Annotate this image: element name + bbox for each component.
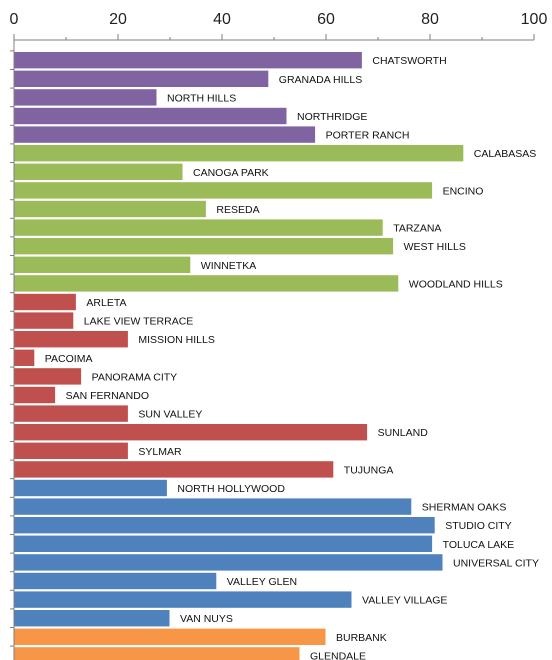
bar xyxy=(13,51,363,70)
bar xyxy=(13,367,83,386)
bar xyxy=(13,144,465,163)
x-tick-label: 80 xyxy=(421,11,439,28)
bar-label: RESEDA xyxy=(216,204,259,216)
bar xyxy=(13,69,270,88)
bar-label: NORTH HOLLYWOOD xyxy=(177,483,285,495)
bar xyxy=(13,516,436,535)
y-axis xyxy=(10,40,15,660)
bar-label: LAKE VIEW TERRACE xyxy=(84,316,194,328)
bar-label: STUDIO CITY xyxy=(445,520,512,532)
bar xyxy=(13,88,158,107)
x-tick-label: 20 xyxy=(109,11,127,28)
bar xyxy=(13,609,171,628)
bar xyxy=(13,553,444,572)
bar xyxy=(13,162,184,182)
bar-label: TOLUCA LAKE xyxy=(443,539,515,551)
bar xyxy=(13,460,335,479)
bar-label: GRANADA HILLS xyxy=(279,74,362,86)
bar xyxy=(13,330,129,349)
bar-label: SAN FERNANDO xyxy=(66,390,149,402)
bar-label: ARLETA xyxy=(86,297,126,309)
bar-label: UNIVERSAL CITY xyxy=(453,557,539,569)
bar xyxy=(13,274,400,293)
bar-label: PORTER RANCH xyxy=(326,130,410,142)
bar xyxy=(13,348,36,368)
bar-label: WEST HILLS xyxy=(404,241,466,253)
bar xyxy=(13,385,57,405)
bar-label: CALABASAS xyxy=(474,148,536,160)
bar-label: SHERMAN OAKS xyxy=(422,502,507,514)
x-tick-label: 100 xyxy=(521,11,548,28)
bar xyxy=(13,292,77,312)
x-tick-label: 40 xyxy=(213,11,231,28)
bar xyxy=(13,237,395,256)
bar-label: WOODLAND HILLS xyxy=(409,278,503,290)
bar xyxy=(13,646,301,660)
bar xyxy=(13,218,384,237)
x-axis: 0 20 40 60 80 100 xyxy=(10,11,548,41)
bar xyxy=(13,571,218,591)
bar xyxy=(13,534,434,553)
bar-label: BURBANK xyxy=(336,632,387,644)
bar-label: NORTHRIDGE xyxy=(297,111,367,123)
bar xyxy=(13,181,434,200)
bar xyxy=(13,423,369,442)
bar-label: ENCINO xyxy=(443,185,484,197)
bar xyxy=(13,106,288,126)
bar xyxy=(13,199,207,219)
x-tick-label: 60 xyxy=(317,11,335,28)
bar xyxy=(13,255,192,275)
bar xyxy=(13,478,168,498)
bar-label: VALLEY GLEN xyxy=(227,576,297,588)
bar-labels: CHATSWORTH GRANADA HILLS NORTH HILLS NORTHR… xyxy=(45,55,539,660)
bar-label: NORTH HILLS xyxy=(167,92,236,104)
bar-label: TUJUNGA xyxy=(344,464,394,476)
bar-label: PANORAMA CITY xyxy=(92,371,178,383)
bar-label: MISSION HILLS xyxy=(138,334,214,346)
bar xyxy=(13,125,317,144)
bar-label: VALLEY VILLAGE xyxy=(362,595,447,607)
bar-label: GLENDALE xyxy=(310,650,366,660)
bar-label: WINNETKA xyxy=(201,260,256,272)
bar-label: TARZANA xyxy=(393,223,441,235)
bar-label: SYLMAR xyxy=(138,446,182,458)
bar xyxy=(13,441,129,461)
bar-label: CANOGA PARK xyxy=(193,167,269,179)
bar xyxy=(13,497,413,516)
bar-label: SUN VALLEY xyxy=(138,409,202,421)
bar xyxy=(13,627,327,646)
bar-label: VAN NUYS xyxy=(180,613,233,625)
bar-label: CHATSWORTH xyxy=(372,55,446,67)
bar xyxy=(13,590,353,609)
bar-label: PACOIMA xyxy=(45,353,93,365)
bar-label: SUNLAND xyxy=(378,427,429,439)
bar xyxy=(13,311,75,330)
x-tick-label: 0 xyxy=(10,11,19,28)
bar xyxy=(13,404,129,423)
